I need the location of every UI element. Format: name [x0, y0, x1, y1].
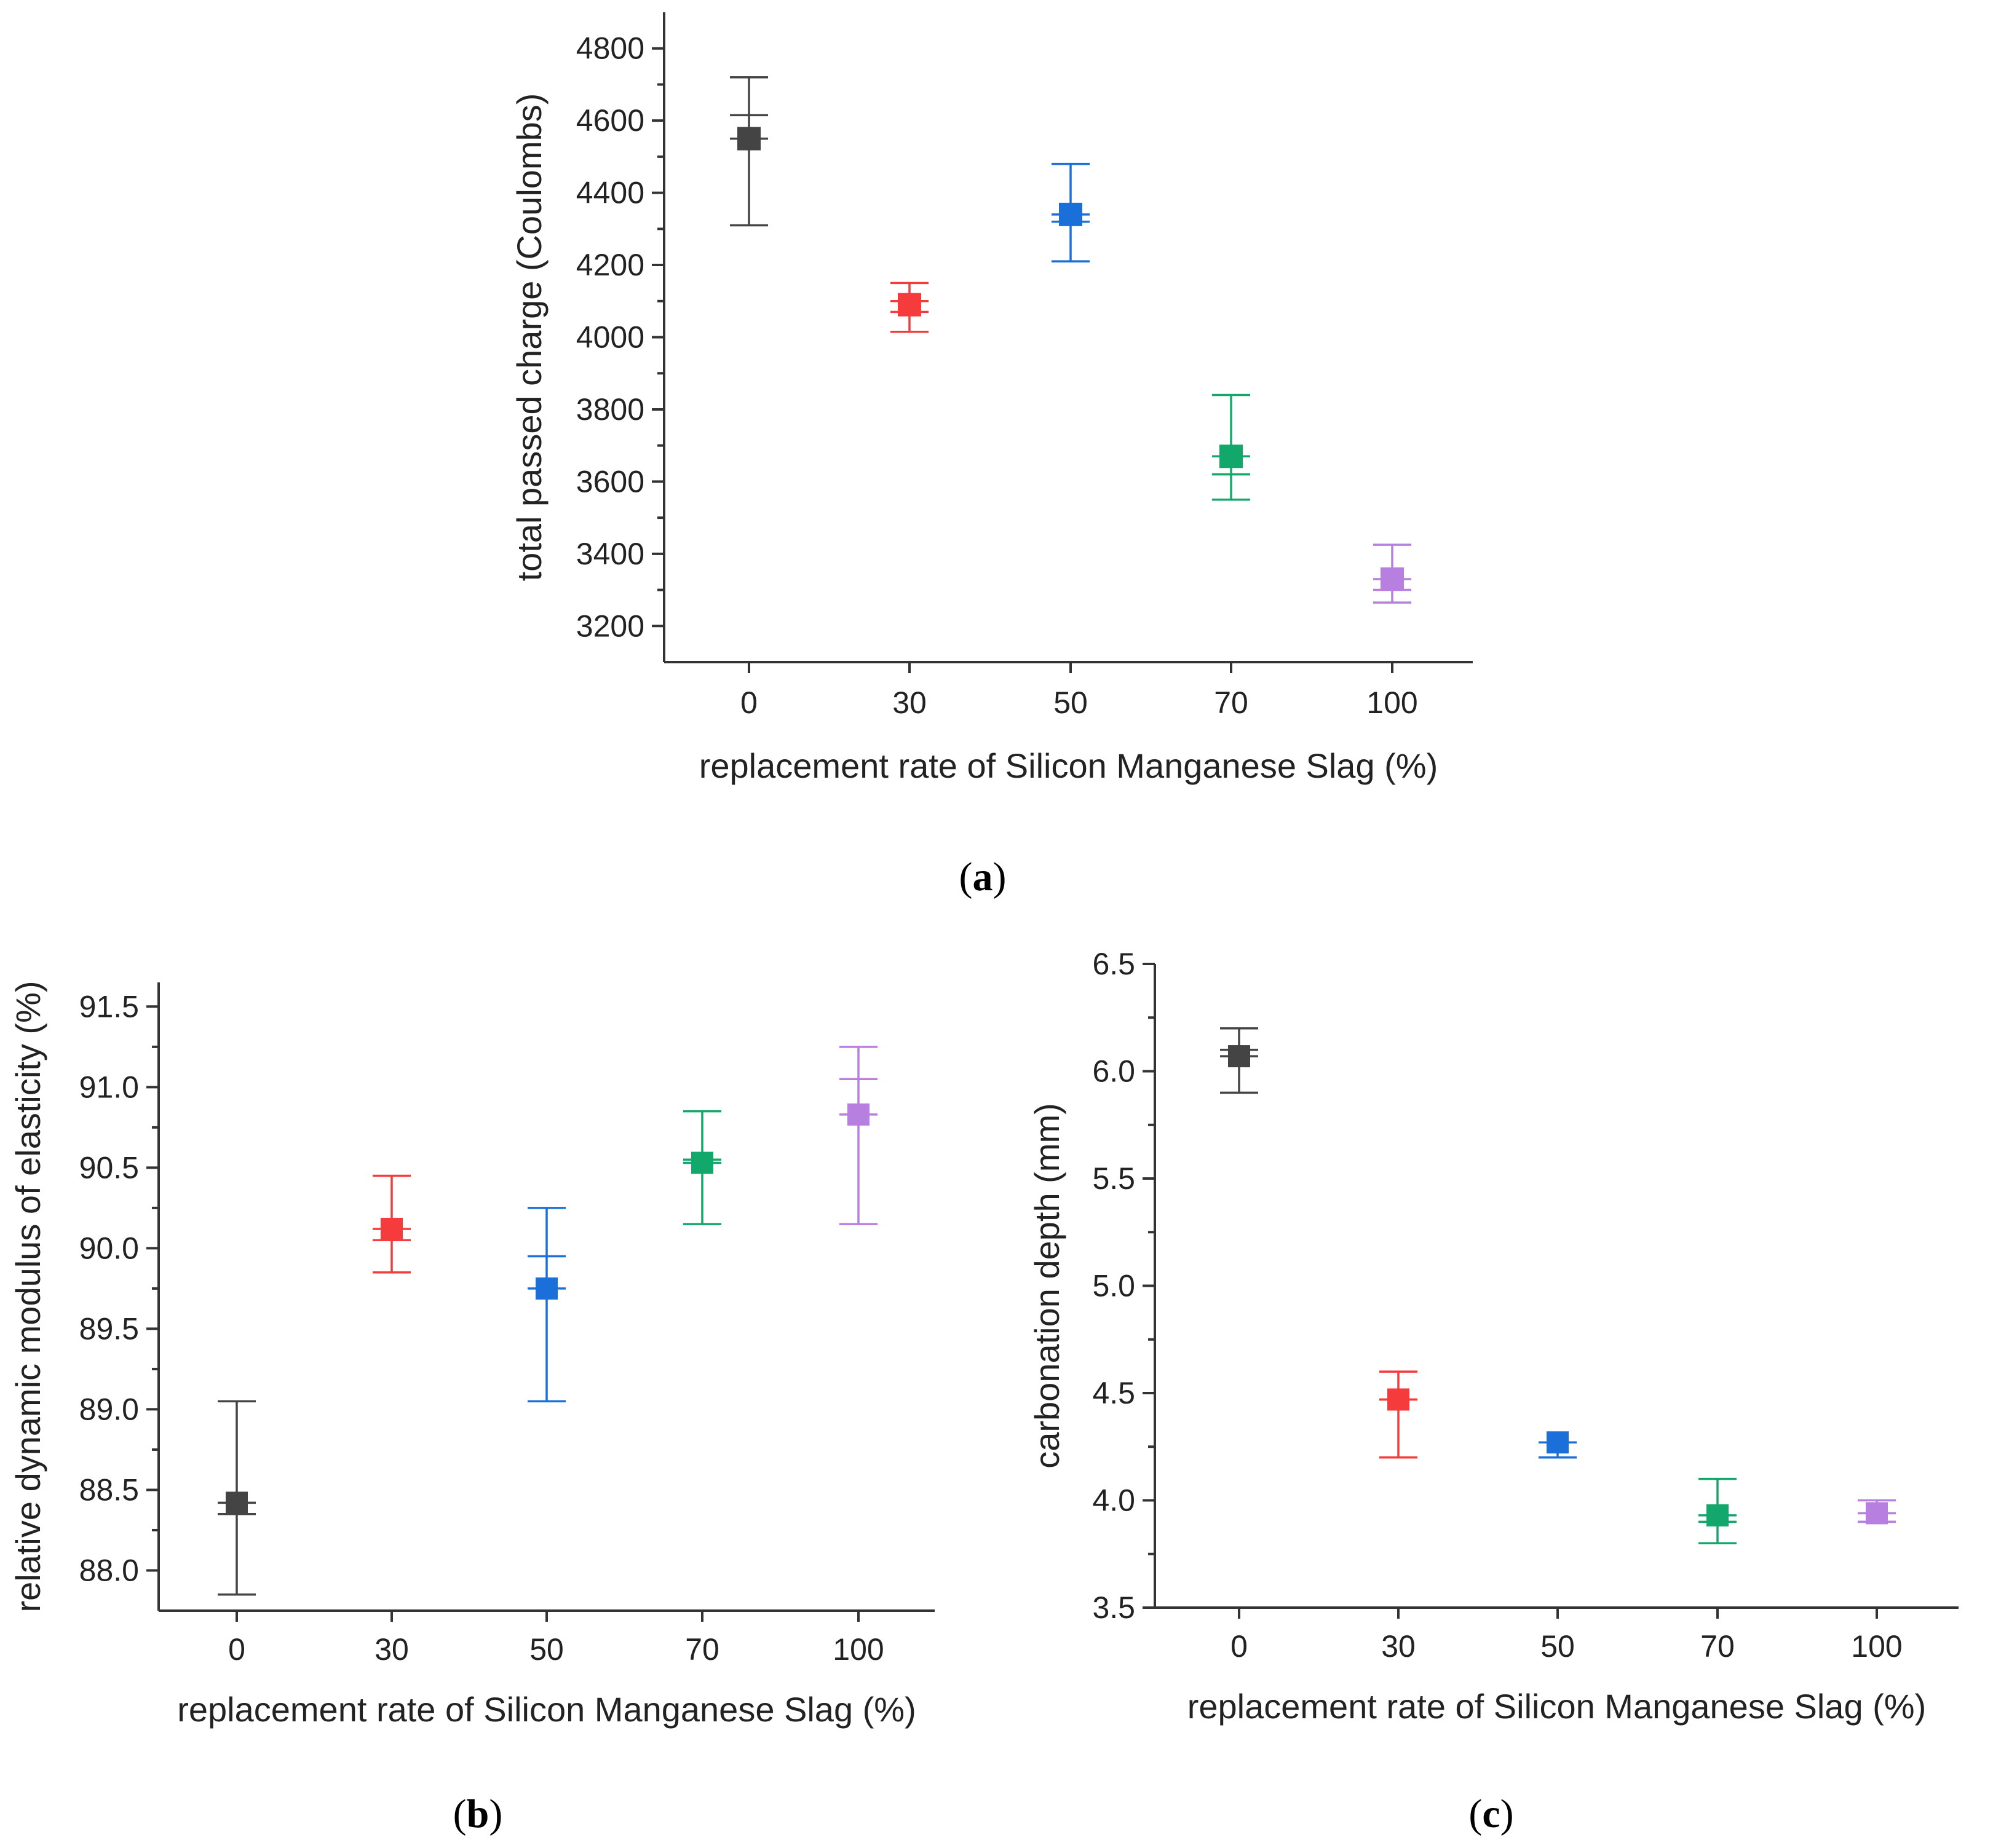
y-tick-label: 91.5 — [79, 989, 139, 1024]
data-point-group — [890, 282, 929, 333]
data-point-marker — [737, 127, 761, 151]
data-point-group — [1212, 393, 1250, 501]
data-point-group — [218, 1400, 256, 1596]
data-point-marker — [1219, 444, 1243, 468]
data-point-group — [1379, 1370, 1417, 1459]
panel-label-c: (c) — [1468, 1791, 1513, 1836]
x-axis-title: replacement rate of Silicon Manganese Sl… — [1187, 1687, 1927, 1726]
y-tick-label: 4800 — [576, 31, 644, 66]
y-axis-title: total passed charge (Coulombs) — [510, 93, 549, 582]
y-tick-label: 3.5 — [1092, 1590, 1135, 1625]
data-point-marker — [1706, 1504, 1729, 1526]
data-point-marker — [1059, 202, 1082, 226]
x-tick-label: 30 — [892, 685, 927, 720]
data-point-group — [1858, 1499, 1896, 1525]
x-tick-label: 50 — [1540, 1629, 1575, 1664]
y-tick-label: 4600 — [576, 103, 644, 138]
x-tick-label: 100 — [833, 1632, 884, 1667]
x-axis-title: replacement rate of Silicon Manganese Sl… — [177, 1690, 916, 1729]
data-point-marker — [691, 1151, 713, 1174]
y-tick-label: 91.0 — [79, 1070, 139, 1104]
data-point-group — [730, 76, 768, 227]
x-tick-label: 0 — [228, 1632, 245, 1667]
y-tick-label: 3200 — [576, 609, 644, 643]
panel-label-c-letter: c — [1482, 1791, 1500, 1836]
y-tick-label: 6.5 — [1092, 947, 1135, 981]
y-tick-label: 3800 — [576, 392, 644, 427]
data-point-marker — [847, 1103, 870, 1126]
y-tick-label: 3400 — [576, 537, 644, 571]
y-tick-label: 4200 — [576, 248, 644, 282]
data-point-marker — [1228, 1045, 1250, 1068]
data-point-group — [1698, 1477, 1737, 1545]
data-point-group — [1539, 1431, 1577, 1459]
data-point-marker — [1866, 1502, 1888, 1525]
x-tick-label: 100 — [1366, 685, 1417, 720]
y-axis-title: relative dynamic modulus of elasticity (… — [9, 981, 47, 1612]
data-point-marker — [536, 1277, 558, 1300]
data-point-marker — [1547, 1431, 1569, 1454]
panel-label-b-letter: b — [467, 1791, 489, 1836]
y-tick-label: 4.5 — [1092, 1376, 1135, 1410]
data-point-marker — [226, 1491, 248, 1514]
data-point-marker — [1381, 567, 1404, 591]
panel-label-a: (a) — [959, 855, 1007, 899]
x-tick-label: 30 — [374, 1632, 409, 1667]
data-point-group — [839, 1046, 878, 1225]
y-tick-label: 89.0 — [79, 1392, 139, 1426]
data-point-marker — [1387, 1388, 1409, 1411]
y-tick-label: 90.5 — [79, 1150, 139, 1185]
chart-panel-b: 88.0 88.5 89.0 89.5 90.0 90.5 91.0 91.5 0 30 50 70 1… — [9, 981, 935, 1729]
y-tick-label: 6.0 — [1092, 1054, 1135, 1089]
y-tick-label: 3600 — [576, 464, 644, 499]
x-tick-label: 70 — [1700, 1629, 1735, 1664]
y-tick-label: 4.0 — [1092, 1483, 1135, 1518]
data-point-group — [1373, 543, 1411, 604]
x-tick-label: 70 — [1214, 685, 1248, 720]
data-point-group — [1052, 162, 1090, 263]
data-point-group — [683, 1110, 721, 1225]
panel-label-a-letter: a — [973, 855, 993, 899]
y-tick-label: 88.0 — [79, 1553, 139, 1587]
x-tick-label: 50 — [1053, 685, 1088, 720]
y-tick-label: 4000 — [576, 320, 644, 355]
y-tick-label: 90.0 — [79, 1231, 139, 1265]
y-tick-label: 4400 — [576, 176, 644, 210]
chart-panel-a: 3200 3400 3600 3800 4000 4200 4400 4600 4800 0 30 5… — [510, 12, 1473, 785]
y-tick-label: 5.5 — [1092, 1161, 1135, 1196]
y-tick-label: 89.5 — [79, 1311, 139, 1346]
chart-panel-c: 3.5 4.0 4.5 5.0 5.5 6.0 6.5 0 30 50 70 100 replaceme… — [1028, 947, 1959, 1726]
data-point-group — [1220, 1027, 1258, 1094]
y-axis-title: carbonation depth (mm) — [1028, 1103, 1066, 1469]
x-tick-label: 70 — [685, 1632, 719, 1667]
data-point-group — [528, 1207, 566, 1403]
data-point-marker — [898, 293, 921, 317]
data-point-group — [373, 1174, 411, 1274]
x-axis-title: replacement rate of Silicon Manganese Sl… — [699, 746, 1438, 785]
panel-label-b: (b) — [453, 1791, 503, 1836]
x-tick-label: 0 — [1230, 1629, 1248, 1664]
y-tick-label: 88.5 — [79, 1472, 139, 1507]
x-tick-label: 0 — [740, 685, 758, 720]
x-tick-label: 30 — [1381, 1629, 1416, 1664]
x-tick-label: 100 — [1851, 1629, 1902, 1664]
x-tick-label: 50 — [529, 1632, 564, 1667]
data-point-marker — [381, 1217, 403, 1240]
y-tick-label: 5.0 — [1092, 1269, 1135, 1303]
